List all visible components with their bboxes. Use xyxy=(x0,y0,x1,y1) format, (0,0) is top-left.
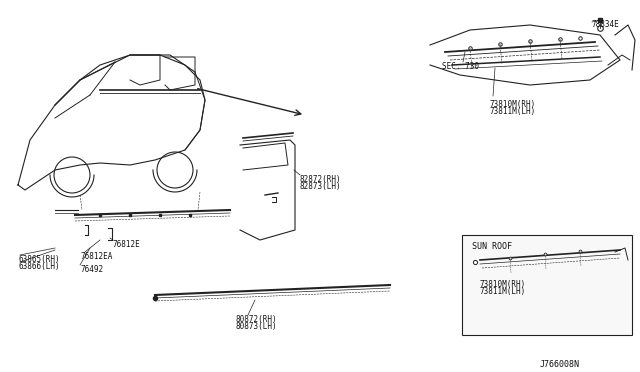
Text: 78834E: 78834E xyxy=(592,20,620,29)
Text: 63866(LH): 63866(LH) xyxy=(18,262,60,271)
Text: SUN ROOF: SUN ROOF xyxy=(472,242,512,251)
Text: 76812E: 76812E xyxy=(112,240,140,249)
Text: 82872(RH): 82872(RH) xyxy=(300,175,342,184)
Text: 73810M(RH): 73810M(RH) xyxy=(480,280,526,289)
Text: SEC. 730: SEC. 730 xyxy=(442,62,479,71)
Text: 82873(LH): 82873(LH) xyxy=(300,182,342,191)
Text: 80872(RH): 80872(RH) xyxy=(235,315,276,324)
Bar xyxy=(462,235,632,335)
Text: 76492: 76492 xyxy=(80,265,103,274)
Text: 73810M(RH): 73810M(RH) xyxy=(490,100,536,109)
Text: 80873(LH): 80873(LH) xyxy=(235,322,276,331)
Text: 73811M(LH): 73811M(LH) xyxy=(490,107,536,116)
Text: 76812EA: 76812EA xyxy=(80,252,113,261)
Text: 73811M(LH): 73811M(LH) xyxy=(480,287,526,296)
Text: 63865(RH): 63865(RH) xyxy=(18,255,60,264)
Text: J766008N: J766008N xyxy=(540,360,580,369)
